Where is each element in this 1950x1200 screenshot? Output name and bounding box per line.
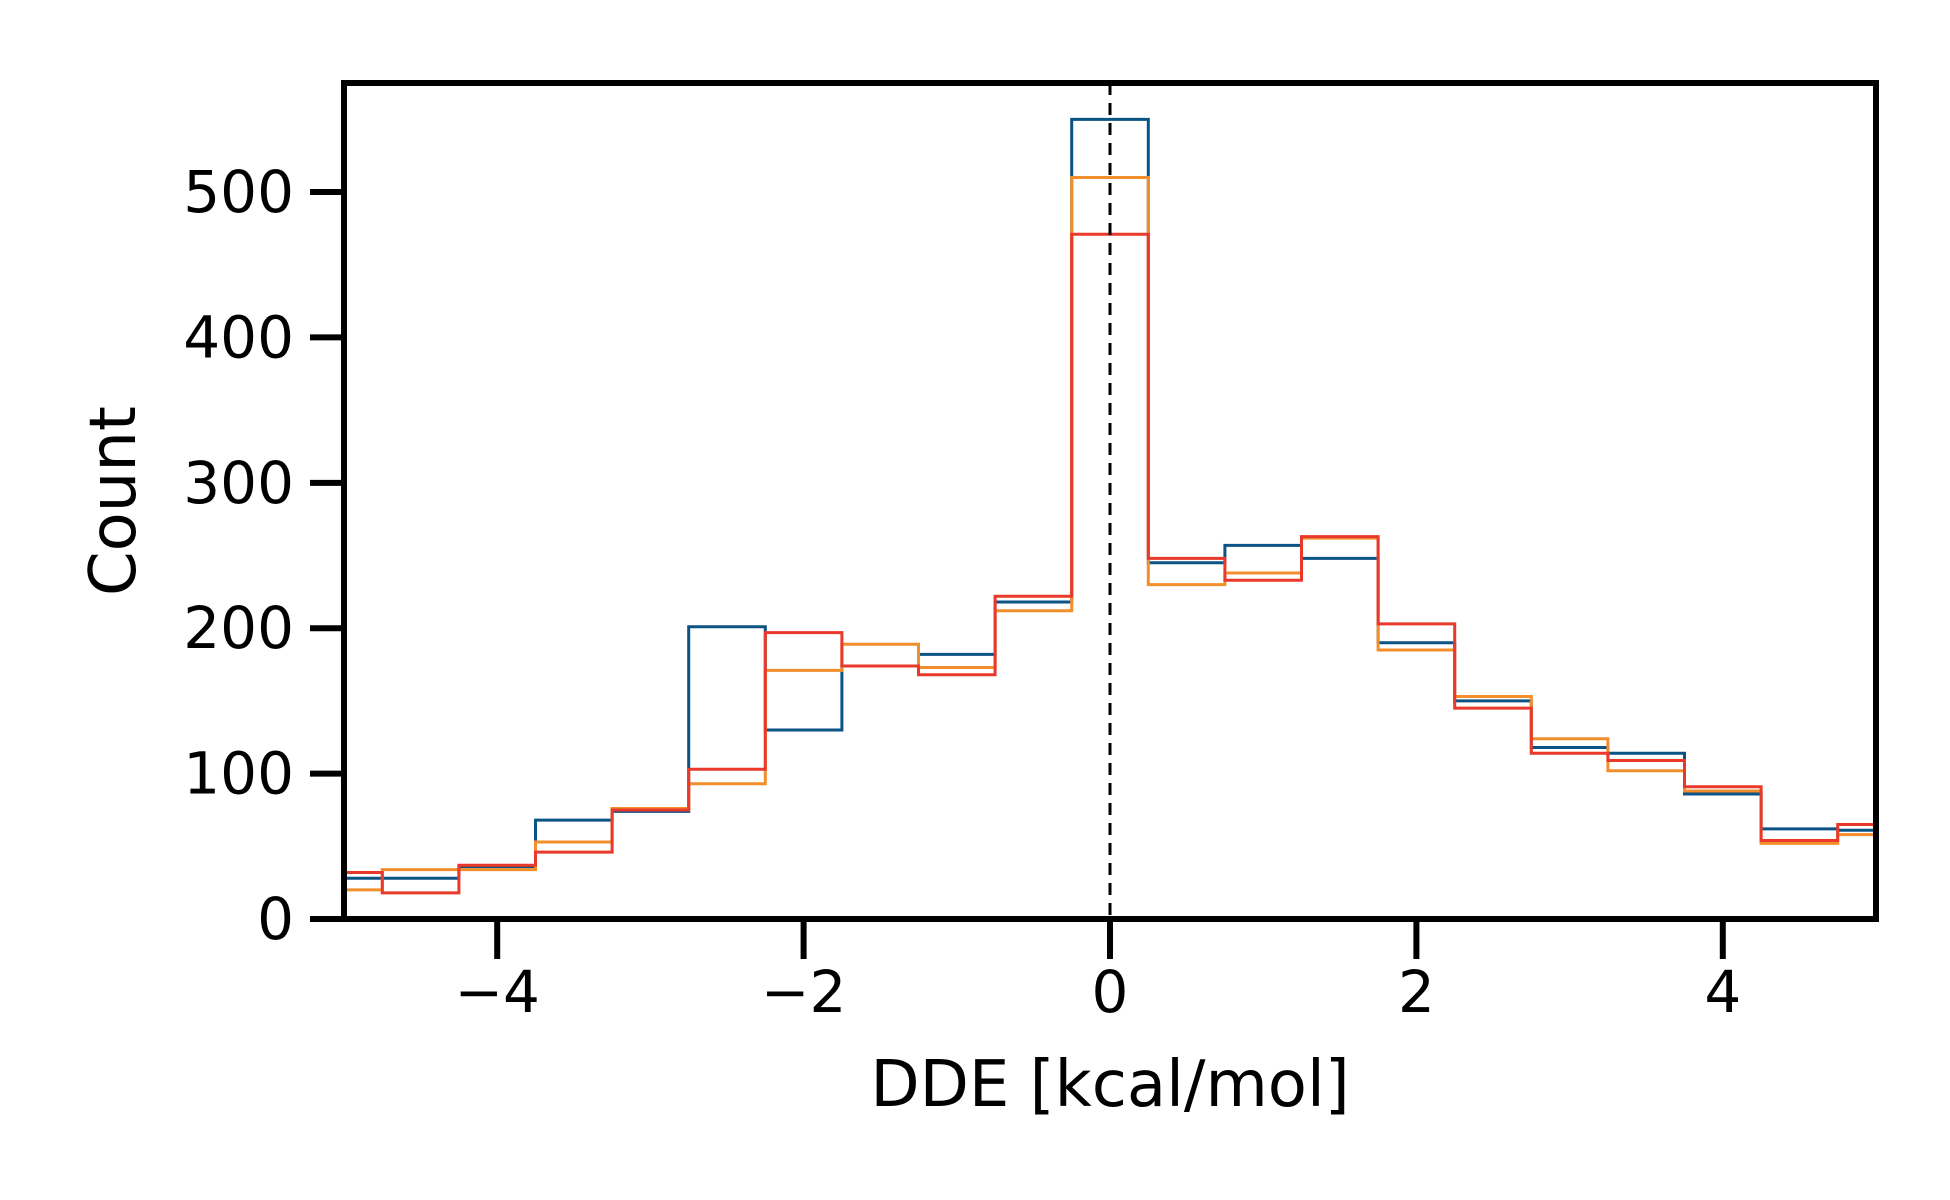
x-tick-label: −2 bbox=[761, 958, 847, 1026]
y-tick-label: 400 bbox=[183, 303, 294, 371]
histogram-series-1 bbox=[344, 117, 1876, 880]
y-tick-label: 300 bbox=[183, 449, 294, 517]
y-tick-label: 0 bbox=[257, 885, 294, 953]
y-tick-label: 200 bbox=[183, 594, 294, 662]
x-axis-ticks: −4 −2 0 2 4 bbox=[454, 919, 1741, 1026]
y-axis-title: Count bbox=[77, 406, 151, 596]
x-tick-label: 0 bbox=[1092, 958, 1129, 1026]
series-layer bbox=[344, 117, 1876, 895]
x-tick-label: 4 bbox=[1704, 958, 1741, 1026]
x-tick-label: −4 bbox=[454, 958, 540, 1026]
y-axis-ticks: 0 100 200 300 400 500 bbox=[183, 158, 344, 953]
x-axis-title: DDE [kcal/mol] bbox=[870, 1048, 1349, 1122]
histogram-series-3 bbox=[344, 232, 1876, 895]
y-tick-label: 500 bbox=[183, 158, 294, 226]
y-tick-label: 100 bbox=[183, 740, 294, 808]
x-tick-label: 2 bbox=[1398, 958, 1435, 1026]
